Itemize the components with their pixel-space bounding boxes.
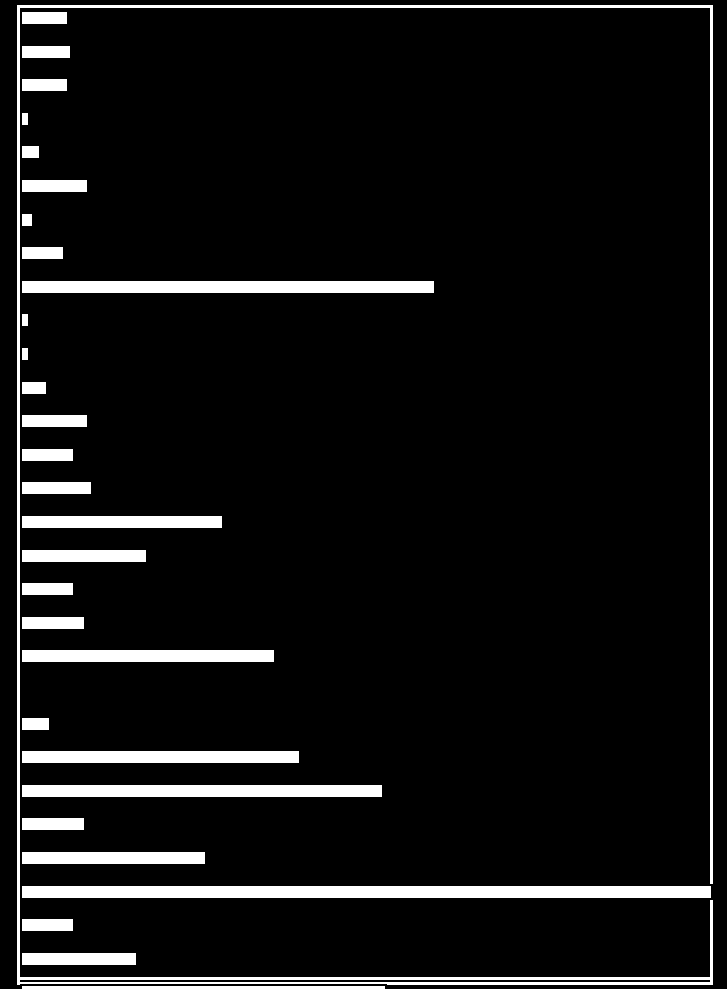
plot-frame-right xyxy=(710,5,713,985)
bar xyxy=(20,884,713,900)
bar xyxy=(20,850,207,866)
chart-canvas xyxy=(0,0,727,989)
bar xyxy=(20,648,276,664)
bar xyxy=(20,413,89,429)
bar xyxy=(20,716,51,732)
bar xyxy=(20,77,69,93)
bar xyxy=(20,548,148,564)
bar xyxy=(20,346,30,362)
bar xyxy=(20,951,138,967)
bar xyxy=(20,312,30,328)
bar xyxy=(20,279,436,295)
bar xyxy=(20,111,30,127)
bar xyxy=(20,447,75,463)
x-axis xyxy=(17,977,713,980)
bar xyxy=(20,749,301,765)
bar xyxy=(20,212,34,228)
bar xyxy=(20,984,387,989)
bar xyxy=(20,480,93,496)
bar xyxy=(20,783,384,799)
bar xyxy=(20,178,89,194)
bar xyxy=(20,44,72,60)
bar xyxy=(20,514,224,530)
bar xyxy=(20,10,69,26)
bar xyxy=(20,245,65,261)
plot-frame-top xyxy=(17,5,713,8)
bar xyxy=(20,380,48,396)
bar xyxy=(20,917,75,933)
bar xyxy=(20,615,86,631)
bar xyxy=(20,816,86,832)
bar xyxy=(20,682,24,698)
bar xyxy=(20,581,75,597)
bar xyxy=(20,144,41,160)
